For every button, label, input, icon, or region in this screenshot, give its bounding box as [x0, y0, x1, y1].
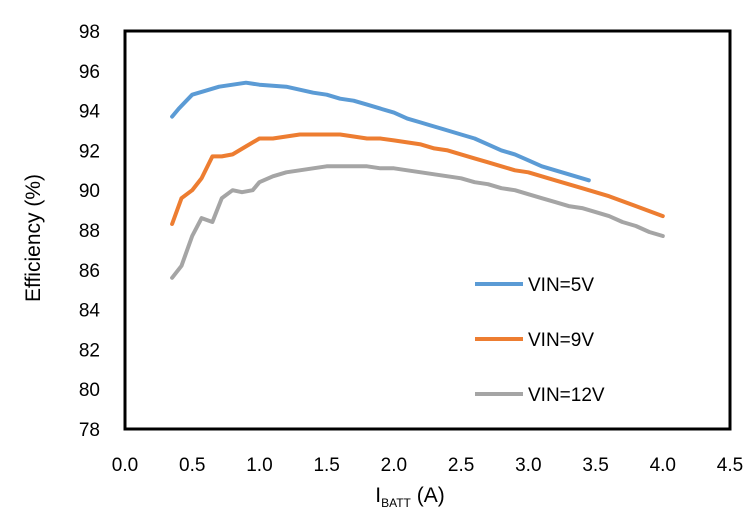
- y-tick-label: 80: [79, 380, 100, 401]
- y-tick-label: 96: [79, 62, 100, 83]
- x-tick-label: 4.5: [717, 455, 743, 476]
- series-line-vin-12v: [170, 164, 665, 280]
- plot-area-frame: [123, 29, 732, 431]
- legend-label: VIN=5V: [528, 275, 594, 296]
- x-tick-label: 1.5: [313, 455, 339, 476]
- x-axis-title: IBATT (A): [375, 484, 444, 510]
- y-tick-label: 86: [79, 261, 100, 282]
- x-axis-title-subscript: BATT: [381, 496, 411, 510]
- x-tick-label: 4.0: [650, 455, 676, 476]
- y-tick-label: 88: [79, 221, 100, 242]
- legend-label: VIN=9V: [528, 330, 594, 351]
- y-tick-label: 92: [79, 141, 100, 162]
- x-tick-label: 0.5: [179, 455, 205, 476]
- x-axis-title-main: I: [375, 484, 381, 507]
- y-tick-label: 90: [79, 181, 100, 202]
- series-line-vin-9v: [170, 132, 665, 226]
- y-tick-label: 94: [79, 102, 101, 123]
- x-tick-label: 2.0: [381, 455, 407, 476]
- x-tick-labels: 0.0 0.5 1.0 1.5 2.0 2.5 3.0 3.5 4.0 4.5: [112, 455, 743, 476]
- y-tick-labels: 78 80 82 84 86 88 90 92 94 96 98: [79, 22, 101, 441]
- x-tick-label: 0.0: [112, 455, 138, 476]
- y-axis-title: Efficiency (%): [22, 174, 45, 302]
- x-tick-label: 3.0: [515, 455, 541, 476]
- x-axis-title-unit: (A): [411, 484, 445, 507]
- legend-label: VIN=12V: [528, 385, 605, 406]
- x-tick-label: 3.5: [582, 455, 608, 476]
- y-tick-label: 84: [79, 301, 101, 322]
- x-tick-label: 1.0: [246, 455, 272, 476]
- x-tick-label: 2.5: [448, 455, 474, 476]
- series-lines: [170, 80, 665, 280]
- series-line-vin-5v: [170, 80, 591, 183]
- y-tick-label: 78: [79, 420, 100, 441]
- legend: VIN=5V VIN=9V VIN=12V: [475, 275, 605, 406]
- y-tick-label: 98: [79, 22, 100, 43]
- y-tick-label: 82: [79, 340, 100, 361]
